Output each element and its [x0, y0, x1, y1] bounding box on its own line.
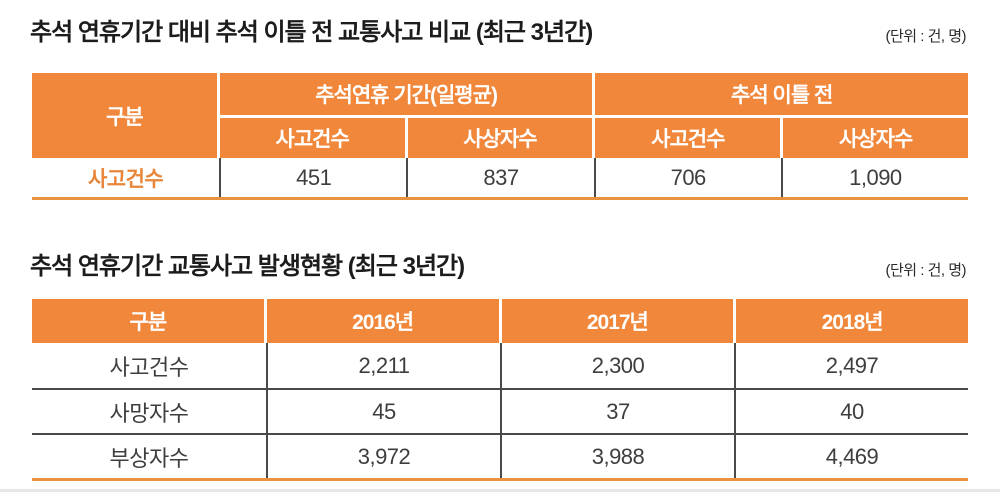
table2-row-label: 부상자수	[109, 445, 189, 471]
yearly-table: 구분 2016년 2017년 2018년 사고건수 2,211 2,300 2,…	[32, 299, 968, 481]
comparison-table-header: 구분 추석연휴 기간(일평균) 추석 이틀 전 사고건수 사상자수 사고건수 사…	[32, 73, 968, 158]
table1-subheader-accidents-2: 사고건수	[595, 118, 781, 158]
table1-cell-holiday-accidents: 451	[219, 158, 406, 197]
table2-header-2016: 2016년	[266, 299, 499, 343]
table2-cell: 2,300	[500, 343, 734, 388]
table1-group-header-two-days-before: 추석 이틀 전	[595, 73, 968, 115]
section-comparison: 추석 연휴기간 대비 추석 이틀 전 교통사고 비교 (최근 3년간) (단위 …	[30, 0, 968, 200]
table1-cell-before-accidents: 706	[593, 158, 781, 197]
table1-subheader-accidents-1: 사고건수	[219, 118, 405, 158]
table1-row-label: 사고건수	[87, 167, 164, 191]
table2-cell: 40	[734, 390, 968, 433]
table2-row-accidents: 사고건수 2,211 2,300 2,497	[32, 343, 968, 388]
table2-cell: 2,497	[734, 343, 968, 388]
table1-corner-header: 구분	[32, 73, 217, 158]
section1-unit-label: (단위 : 건, 명)	[885, 28, 966, 45]
table2-cell: 3,972	[266, 435, 500, 478]
yearly-table-header: 구분 2016년 2017년 2018년	[32, 299, 968, 343]
table1-group-header-holiday: 추석연휴 기간(일평균)	[219, 73, 593, 115]
table2-cell: 45	[266, 390, 500, 433]
table2-row-label: 사고건수	[109, 354, 189, 380]
comparison-table: 구분 추석연휴 기간(일평균) 추석 이틀 전 사고건수 사상자수 사고건수 사…	[32, 73, 968, 200]
table2-row-label: 사망자수	[109, 400, 189, 426]
table2-header-category: 구분	[32, 299, 264, 343]
section2-header: 추석 연휴기간 교통사고 발생현황 (최근 3년간) (단위 : 건, 명)	[30, 200, 968, 282]
table1-data-row: 사고건수 451 837 706 1,090	[32, 158, 968, 200]
table2-cell: 2,211	[266, 343, 500, 388]
table2-header-2018: 2018년	[736, 299, 968, 343]
table1-subheader-casualties-1: 사상자수	[407, 118, 593, 158]
table2-cell: 37	[500, 390, 734, 433]
section1-title: 추석 연휴기간 대비 추석 이틀 전 교통사고 비교 (최근 3년간)	[30, 19, 593, 46]
table2-header-2017: 2017년	[501, 299, 734, 343]
table1-subheader-casualties-2: 사상자수	[783, 118, 968, 158]
yearly-table-body: 사고건수 2,211 2,300 2,497 사망자수 45 37 40 부상자…	[32, 343, 968, 481]
table2-cell: 4,469	[734, 435, 968, 478]
table1-cell-before-casualties: 1,090	[780, 158, 968, 197]
table1-cell-holiday-casualties: 837	[406, 158, 593, 197]
section2-title: 추석 연휴기간 교통사고 발생현황 (최근 3년간)	[30, 253, 465, 280]
cropped-edge-artifact	[0, 489, 1000, 492]
table2-row-injuries: 부상자수 3,972 3,988 4,469	[32, 433, 968, 478]
section2-unit-label: (단위 : 건, 명)	[885, 262, 966, 279]
table2-row-deaths: 사망자수 45 37 40	[32, 388, 968, 433]
section1-header: 추석 연휴기간 대비 추석 이틀 전 교통사고 비교 (최근 3년간) (단위 …	[30, 0, 968, 48]
table2-cell: 3,988	[500, 435, 734, 478]
section-yearly-status: 추석 연휴기간 교통사고 발생현황 (최근 3년간) (단위 : 건, 명) 구…	[30, 200, 968, 481]
